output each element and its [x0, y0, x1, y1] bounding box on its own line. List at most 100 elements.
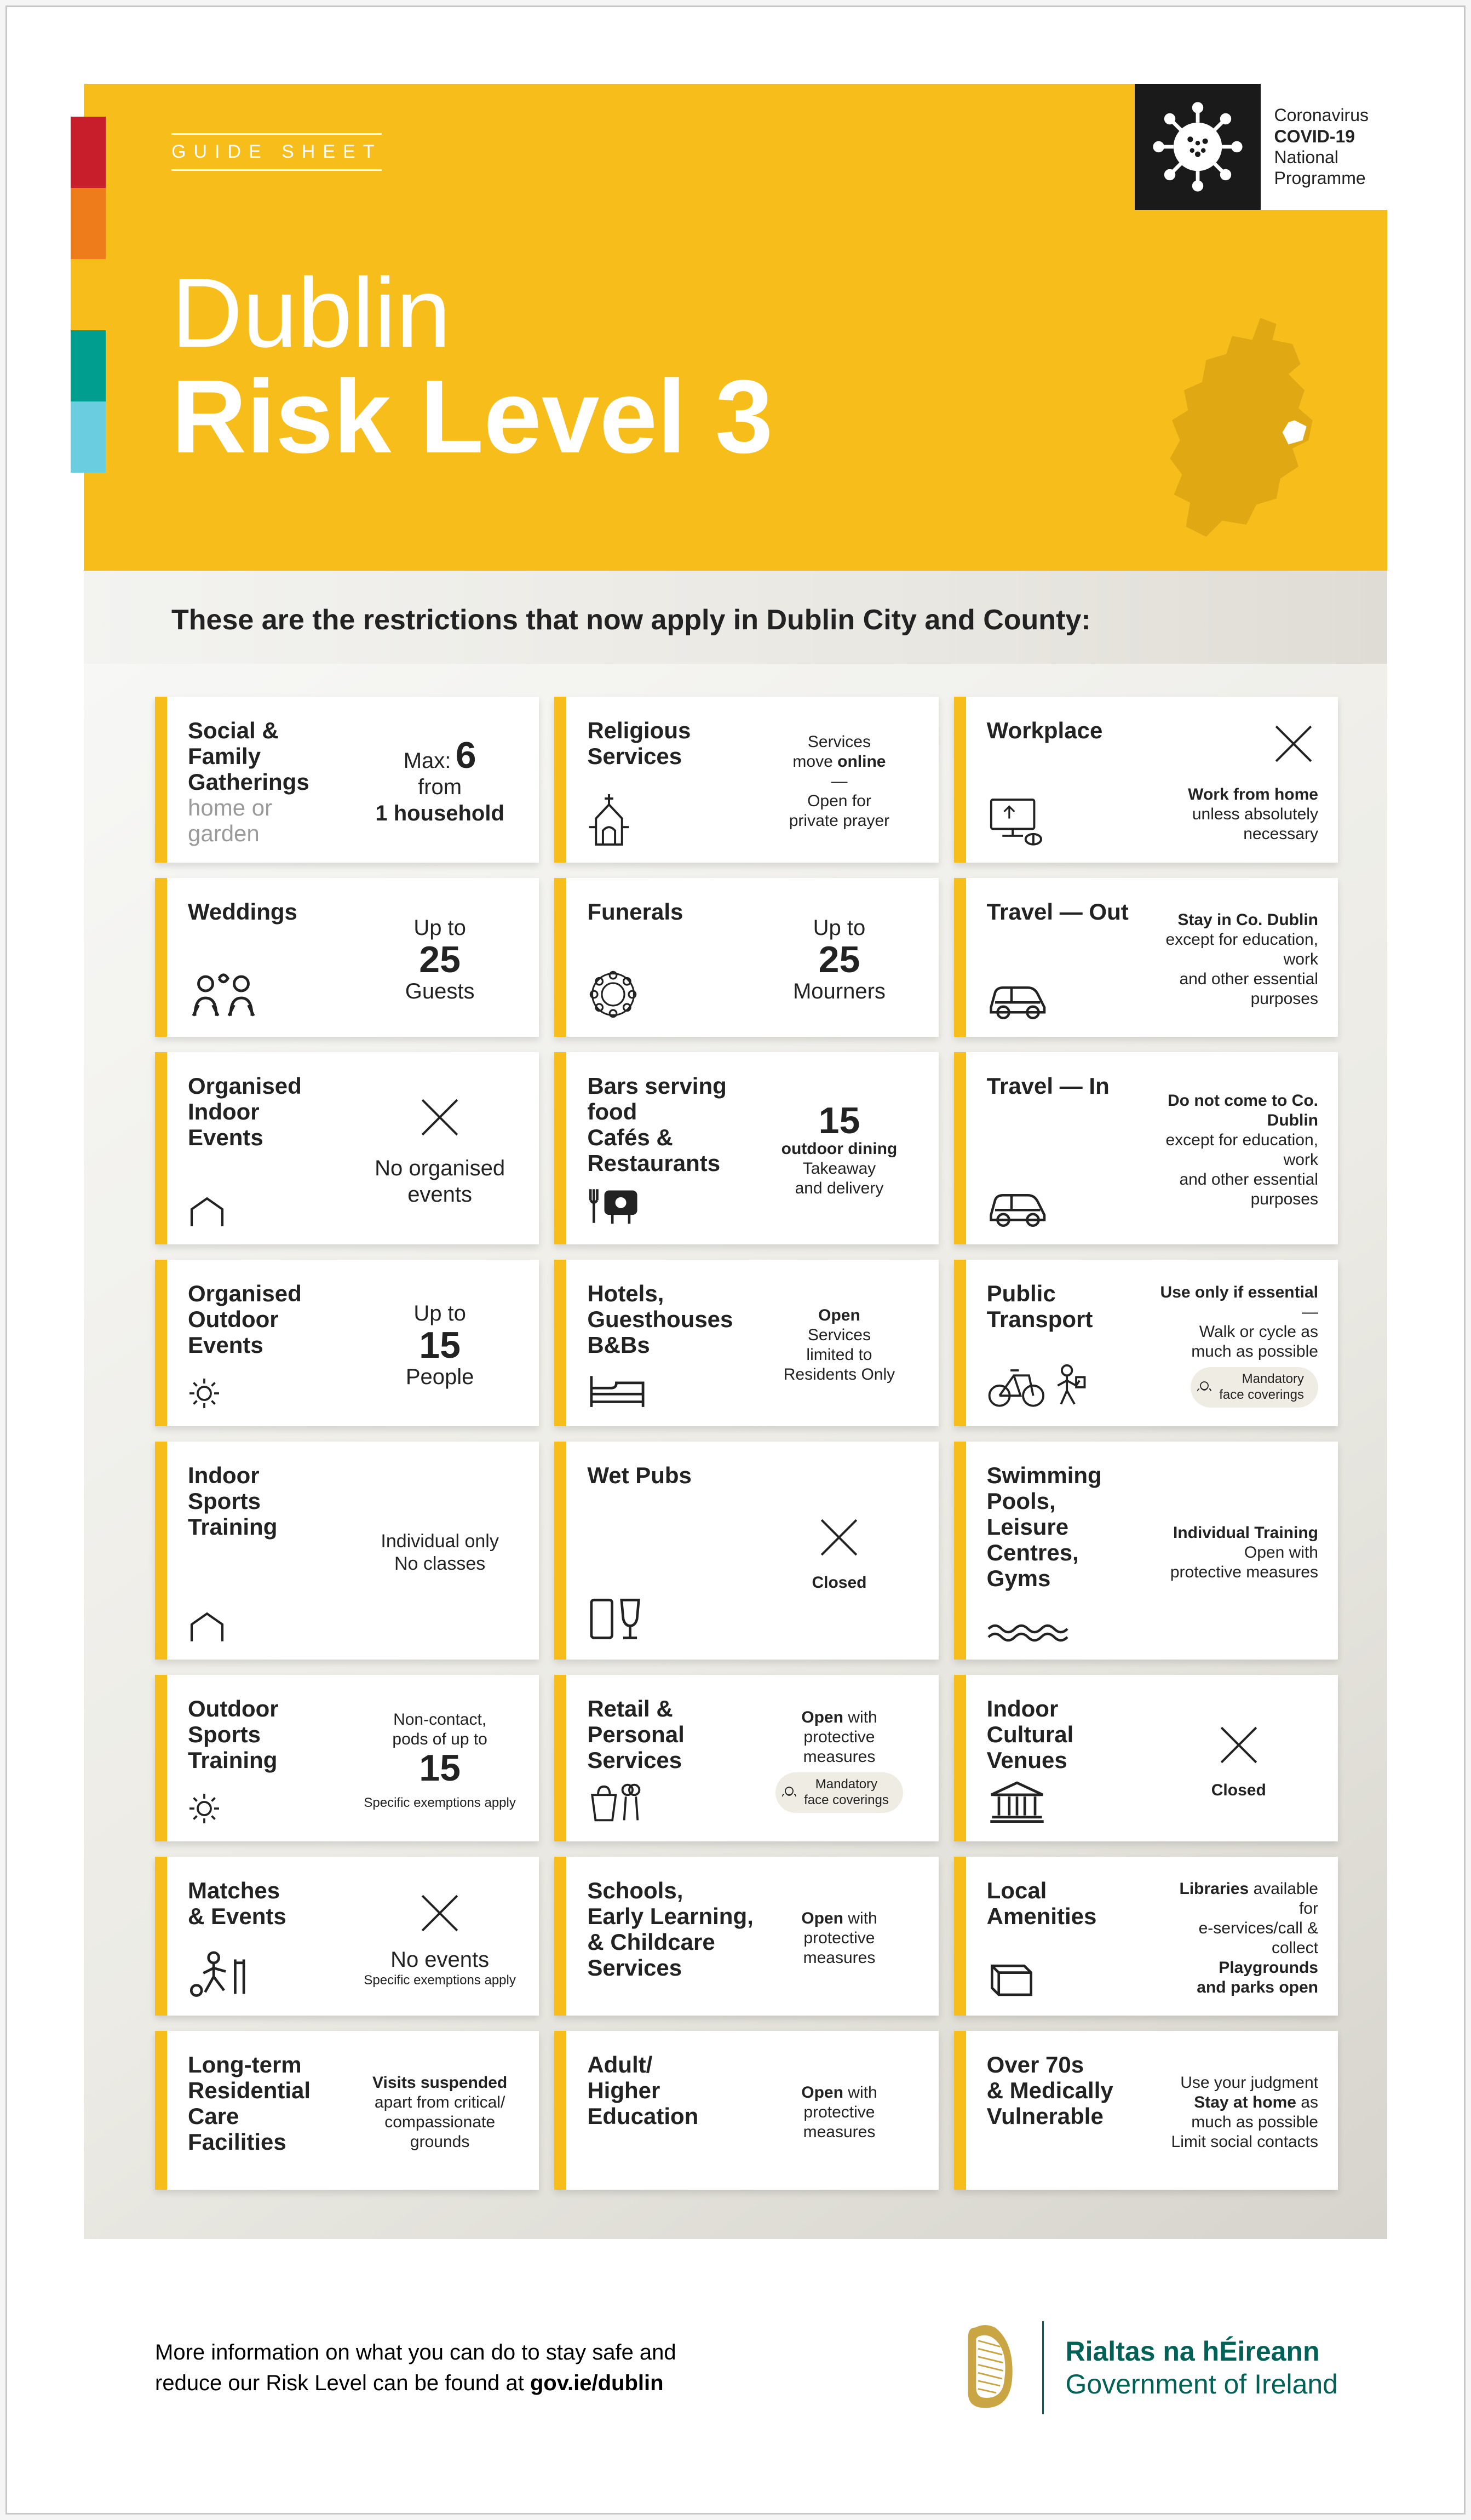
hotels-line: Services limited to Residents Only: [784, 1325, 895, 1385]
museum-icon: [987, 1773, 1154, 1825]
waves-icon: [987, 1591, 1154, 1643]
card-local-amenities: Local Amenities Libraries available for …: [954, 1857, 1338, 2016]
stripe-4: [71, 330, 106, 401]
footer-link: gov.ie/dublin: [530, 2371, 664, 2395]
title-level: Risk Level 3: [171, 363, 1316, 472]
virus-icon: [1135, 84, 1261, 210]
computer-icon: [987, 794, 1154, 846]
closed: Closed: [812, 1574, 866, 1592]
card-outdoor-events: Organised Outdoor Events Up to 15 People: [155, 1260, 539, 1426]
card-funerals: Funerals Up to 25 Mourners: [554, 878, 938, 1037]
book-icon: [987, 1947, 1154, 1999]
level-stripes: [71, 117, 106, 473]
m-line: No events: [390, 1947, 489, 1973]
stripe-2: [71, 188, 106, 259]
harp-icon: [960, 2321, 1020, 2414]
card-travel-in: Travel — In Do not come to Co. Dublin ex…: [954, 1052, 1338, 1244]
pt-bold: Use only if essential: [1160, 1283, 1318, 1301]
upto: Up to: [413, 915, 466, 941]
hotels-bold: Open: [818, 1306, 860, 1324]
os-l2: Specific exemptions apply: [364, 1795, 515, 1811]
unit: Mourners: [793, 978, 886, 1004]
sun-icon: [188, 1773, 355, 1825]
to-l2: except for education, work: [1159, 930, 1318, 969]
shopping-icon: [587, 1773, 754, 1825]
ti-bold: Do not come to Co. Dublin: [1168, 1092, 1318, 1129]
card-care-facilities: Long-term Residential Care Facilities Vi…: [155, 2031, 539, 2190]
sch-open: Open: [801, 1909, 843, 1927]
sun-icon: [188, 1358, 355, 1410]
to-l3: and other essential purposes: [1159, 969, 1318, 1009]
retail-with: with: [848, 1708, 877, 1726]
gov-en: Government of Ireland: [1066, 2368, 1338, 2401]
wreath-icon: [587, 968, 754, 1020]
stripe-3: [71, 259, 106, 330]
ie-line: No organised events: [375, 1155, 505, 1208]
badge-line4: Programme: [1274, 168, 1369, 188]
card-wet-pubs: Wet Pubs Closed: [554, 1442, 938, 1660]
bars-num: 15: [819, 1102, 860, 1139]
rel-l4: private prayer: [789, 811, 889, 831]
care-line: apart from critical/ compassionate groun…: [375, 2093, 505, 2152]
card-title: Organised Outdoor Events: [188, 1281, 355, 1358]
bars-line: Takeaway and delivery: [795, 1159, 884, 1198]
footer: More information on what you can do to s…: [84, 2239, 1387, 2436]
x-icon: [415, 1093, 464, 1142]
ireland-map-icon: [1146, 308, 1354, 549]
card-schools: Schools, Early Learning, & Childcare Ser…: [554, 1857, 938, 2016]
num: 25: [419, 941, 461, 978]
car-icon: [987, 968, 1154, 1020]
am-l3a: Playgrounds: [1219, 1959, 1318, 1977]
closed: Closed: [1211, 1781, 1266, 1799]
card-title: Religious Services: [587, 717, 754, 769]
o70-l2b: as: [1301, 2093, 1318, 2111]
care-bold: Visits suspended: [372, 2074, 507, 2092]
max-label: Max:: [404, 749, 451, 773]
card-bars-cafes: Bars serving food Cafés & Restaurants 15…: [554, 1052, 938, 1244]
title-block: Dublin Risk Level 3: [171, 264, 1316, 472]
badge-line3: National: [1274, 147, 1369, 168]
footer-l1: More information on what you can do to s…: [155, 2337, 676, 2368]
guide-sheet-label: GUIDE SHEET: [171, 133, 382, 171]
guide-sheet: GUIDE SHEET: [5, 5, 1466, 2515]
os-num: 15: [419, 1749, 461, 1787]
drinks-icon: [587, 1591, 754, 1643]
to-bold: Stay in Co. Dublin: [1177, 911, 1318, 929]
card-grid: Social & Family Gatheringshome or garden…: [155, 697, 1338, 2190]
card-title: Social & Family Gatheringshome or garden: [188, 717, 355, 846]
pt-dash: —: [1302, 1302, 1318, 1322]
bike-walk-icon: [987, 1358, 1154, 1410]
am-l3b: and parks open: [1197, 1978, 1318, 1996]
title-region: Dublin: [171, 264, 1316, 363]
card-indoor-sports: Indoor Sports Training Individual only N…: [155, 1442, 539, 1660]
card-title: Long-term Residential Care Facilities: [188, 2052, 355, 2155]
he-with: with: [848, 2083, 877, 2102]
card-title: Retail & Personal Services: [587, 1696, 754, 1773]
card-title: Travel — Out: [987, 899, 1154, 925]
sch-line: protective measures: [803, 1928, 876, 1968]
card-title: Indoor Sports Training: [188, 1462, 355, 1540]
from-label: from: [418, 774, 462, 800]
wp-l3: necessary: [1243, 824, 1318, 844]
card-title: Workplace: [987, 717, 1154, 743]
o70-l2a: Stay at home: [1194, 2093, 1296, 2111]
rel-l2a: move: [792, 753, 837, 771]
am-l2: e-services/call & collect: [1159, 1919, 1318, 1958]
card-social-gatherings: Social & Family Gatheringshome or garden…: [155, 697, 539, 863]
card-title: Swimming Pools, Leisure Centres, Gyms: [987, 1462, 1154, 1591]
household-label: 1 household: [375, 801, 504, 825]
stripe-1: [71, 117, 106, 188]
bars-bold: outdoor dining: [782, 1140, 898, 1158]
m-line2: Specific exemptions apply: [364, 1973, 515, 1989]
footer-l2: reduce our Risk Level can be found at: [155, 2371, 530, 2395]
pt-line: Walk or cycle as much as possible: [1191, 1322, 1318, 1362]
badge-line2: COVID-19: [1274, 127, 1355, 146]
card-title: Organised Indoor Events: [188, 1073, 355, 1150]
cutlery-icon: [587, 1176, 754, 1228]
grid-area: Social & Family Gatheringshome or garden…: [84, 664, 1387, 2240]
x-icon: [1269, 719, 1318, 768]
pool-line: Open with protective measures: [1170, 1543, 1318, 1582]
card-title: Adult/ Higher Education: [587, 2052, 754, 2129]
card-weddings: Weddings Up to 25 Guests: [155, 878, 539, 1037]
unit: Guests: [405, 978, 475, 1004]
